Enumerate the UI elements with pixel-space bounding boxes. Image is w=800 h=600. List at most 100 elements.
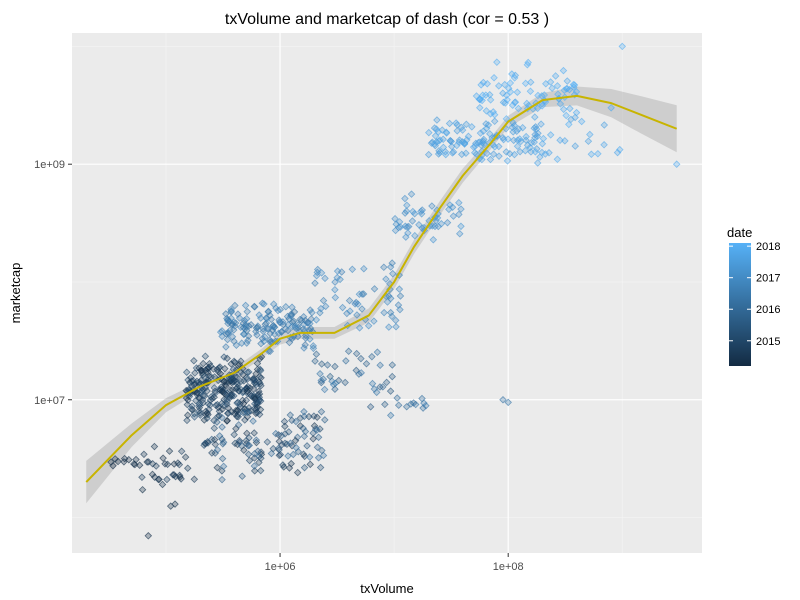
data-point bbox=[411, 231, 419, 240]
data-point bbox=[331, 293, 340, 302]
data-point bbox=[538, 139, 547, 148]
data-point bbox=[320, 385, 329, 394]
data-point bbox=[213, 418, 221, 426]
data-point bbox=[526, 87, 535, 96]
data-point bbox=[148, 460, 157, 468]
data-point bbox=[222, 343, 230, 351]
data-point bbox=[556, 136, 564, 144]
data-point bbox=[300, 407, 308, 416]
data-point bbox=[485, 90, 494, 99]
data-point bbox=[510, 121, 519, 130]
data-point bbox=[177, 447, 186, 456]
data-point bbox=[372, 388, 381, 397]
data-point bbox=[171, 500, 179, 508]
data-point bbox=[293, 468, 302, 477]
data-point bbox=[251, 395, 259, 403]
data-point bbox=[198, 386, 206, 395]
y-tick-label: 1e+07 bbox=[34, 395, 65, 407]
data-point bbox=[256, 466, 265, 475]
data-point bbox=[502, 115, 511, 123]
data-point bbox=[199, 359, 207, 368]
data-point bbox=[223, 416, 232, 425]
data-point bbox=[317, 407, 326, 416]
data-point bbox=[448, 149, 457, 157]
data-point bbox=[530, 138, 538, 146]
data-point bbox=[570, 81, 579, 89]
data-point bbox=[165, 447, 174, 455]
data-point bbox=[305, 453, 314, 461]
data-point bbox=[393, 394, 401, 402]
data-point bbox=[566, 104, 574, 113]
data-point bbox=[453, 141, 461, 150]
data-point bbox=[386, 308, 395, 317]
x-tick-label: 1e+06 bbox=[265, 561, 296, 573]
data-point bbox=[386, 294, 395, 303]
data-point bbox=[257, 454, 265, 463]
data-point bbox=[183, 416, 191, 425]
data-point bbox=[274, 444, 283, 453]
data-point bbox=[314, 433, 323, 442]
data-point bbox=[252, 398, 261, 407]
data-point bbox=[415, 221, 423, 229]
data-point bbox=[175, 471, 184, 480]
data-point bbox=[277, 431, 286, 440]
data-point bbox=[486, 130, 494, 138]
data-point bbox=[395, 285, 404, 293]
data-point bbox=[442, 128, 451, 137]
data-point bbox=[256, 365, 264, 374]
data-point bbox=[317, 378, 326, 387]
data-point bbox=[169, 471, 177, 479]
data-point bbox=[522, 132, 530, 141]
data-point bbox=[455, 198, 463, 207]
data-point bbox=[308, 308, 316, 317]
data-point bbox=[346, 307, 354, 315]
data-point bbox=[594, 149, 602, 158]
data-point bbox=[489, 108, 498, 116]
data-point bbox=[213, 446, 222, 454]
data-point bbox=[223, 354, 231, 363]
data-point bbox=[232, 424, 240, 433]
data-point bbox=[403, 223, 411, 231]
data-point bbox=[190, 475, 199, 484]
data-point bbox=[490, 110, 499, 119]
data-point bbox=[571, 113, 579, 122]
confidence-band bbox=[86, 86, 677, 504]
data-point bbox=[181, 453, 190, 461]
data-point bbox=[204, 363, 213, 372]
data-point bbox=[230, 377, 238, 385]
data-point bbox=[533, 104, 542, 113]
data-point bbox=[402, 233, 410, 241]
data-point bbox=[150, 442, 159, 451]
data-point bbox=[200, 416, 209, 424]
data-point bbox=[216, 328, 225, 336]
data-point bbox=[250, 467, 259, 475]
data-point bbox=[504, 135, 512, 143]
data-point bbox=[188, 402, 196, 410]
data-point bbox=[396, 292, 405, 300]
data-point bbox=[514, 104, 523, 113]
data-point bbox=[531, 130, 539, 139]
data-point bbox=[457, 123, 466, 132]
data-point bbox=[222, 310, 230, 318]
data-point bbox=[559, 105, 568, 114]
data-point bbox=[250, 449, 259, 458]
data-point bbox=[386, 411, 395, 420]
data-point bbox=[282, 302, 290, 311]
data-point bbox=[249, 417, 257, 425]
data-point bbox=[312, 271, 321, 280]
data-point bbox=[370, 385, 379, 393]
data-point bbox=[362, 359, 371, 368]
data-point bbox=[224, 315, 232, 324]
data-point bbox=[618, 42, 627, 51]
data-point bbox=[270, 330, 279, 338]
data-point bbox=[571, 142, 580, 150]
data-point bbox=[249, 385, 258, 393]
data-point bbox=[190, 356, 198, 365]
data-point bbox=[570, 90, 579, 99]
y-axis-title: marketcap bbox=[8, 263, 23, 324]
data-point bbox=[227, 360, 235, 368]
data-point bbox=[213, 463, 222, 472]
data-point bbox=[285, 428, 293, 436]
data-point bbox=[460, 140, 469, 148]
data-point bbox=[479, 78, 488, 87]
